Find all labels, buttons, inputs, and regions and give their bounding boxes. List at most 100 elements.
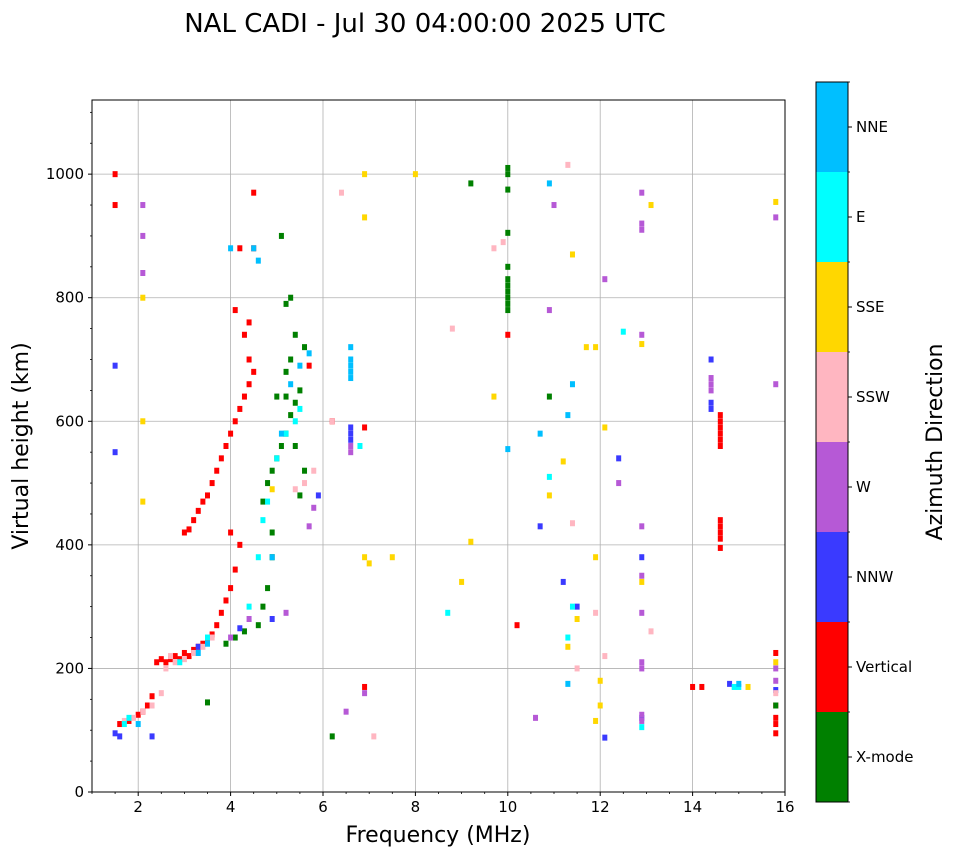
data-point-vertical xyxy=(144,702,150,709)
data-point-nne xyxy=(348,356,354,363)
data-point-nnw xyxy=(574,603,580,610)
x-tick-label: 6 xyxy=(318,798,328,816)
data-point-ssw xyxy=(602,653,608,660)
colorbar-swatch xyxy=(816,712,848,802)
colorbar-swatch xyxy=(816,262,848,352)
data-point-x-mode xyxy=(288,356,294,363)
colorbar-tick-label: E xyxy=(856,208,865,226)
data-point-vertical xyxy=(158,656,164,663)
data-point-w xyxy=(616,480,622,487)
data-point-w xyxy=(228,634,234,641)
data-point-ssw xyxy=(163,665,169,672)
data-point-x-mode xyxy=(288,294,294,301)
data-point-e xyxy=(265,498,271,505)
data-point-x-mode xyxy=(546,393,552,400)
data-point-vertical xyxy=(181,529,187,536)
data-point-vertical xyxy=(251,368,257,375)
colorbar-tick-label: NNW xyxy=(856,568,893,586)
data-point-vertical xyxy=(177,656,183,663)
y-tick-label: 200 xyxy=(55,659,84,677)
data-point-sse xyxy=(593,344,599,351)
data-point-ssw xyxy=(311,467,317,474)
data-point-w xyxy=(639,523,645,530)
data-point-sse xyxy=(639,341,645,348)
data-point-vertical xyxy=(717,544,723,551)
data-point-vertical xyxy=(181,649,187,656)
data-point-vertical xyxy=(218,609,224,616)
data-point-vertical xyxy=(241,393,247,400)
colorbar-tick-label: SSE xyxy=(856,298,885,316)
colorbar-tick-label: SSW xyxy=(856,388,890,406)
grid-lines xyxy=(92,100,786,793)
data-point-e xyxy=(260,517,266,524)
data-point-w xyxy=(533,714,539,721)
data-point-w xyxy=(639,665,645,672)
data-point-vertical xyxy=(228,529,234,536)
data-point-x-mode xyxy=(255,622,261,629)
data-point-vertical xyxy=(717,418,723,425)
data-point-w xyxy=(639,226,645,233)
data-point-nne xyxy=(205,640,210,647)
data-point-vertical xyxy=(246,319,252,326)
data-point-w xyxy=(283,609,289,616)
data-point-w xyxy=(140,232,146,239)
data-point-ssw xyxy=(574,665,580,672)
data-point-nne xyxy=(306,350,312,357)
data-point-x-mode xyxy=(288,412,294,419)
data-point-vertical xyxy=(223,597,229,604)
data-point-sse xyxy=(593,554,599,561)
data-point-vertical xyxy=(306,362,312,369)
data-point-vertical xyxy=(237,405,243,412)
data-point-nnw xyxy=(602,734,608,741)
data-point-sse xyxy=(459,578,465,585)
data-point-e xyxy=(255,554,261,561)
data-point-vertical xyxy=(228,585,234,592)
data-point-x-mode xyxy=(292,331,298,338)
data-point-x-mode xyxy=(292,443,298,449)
data-points xyxy=(112,161,779,741)
data-point-x-mode xyxy=(283,300,289,307)
y-tick-label: 600 xyxy=(55,412,84,430)
data-point-e xyxy=(357,443,363,449)
data-point-ssw xyxy=(338,189,344,196)
data-point-nnw xyxy=(237,625,243,632)
colorbar-tick-label: NNE xyxy=(856,118,888,136)
data-point-vertical xyxy=(717,436,723,443)
data-point-vertical xyxy=(214,622,220,629)
data-point-vertical xyxy=(186,526,192,533)
data-point-nne xyxy=(135,721,141,728)
data-point-nnw xyxy=(773,687,779,694)
data-point-sse xyxy=(546,492,552,499)
data-point-sse xyxy=(602,424,608,431)
x-tick-label: 12 xyxy=(591,798,610,816)
data-point-vertical xyxy=(154,659,160,666)
data-point-e xyxy=(639,724,645,731)
data-point-e xyxy=(736,683,742,690)
data-point-x-mode xyxy=(278,443,284,449)
data-point-e xyxy=(565,634,571,641)
data-point-ssw xyxy=(491,245,497,252)
data-point-sse xyxy=(491,393,497,400)
data-point-x-mode xyxy=(260,603,266,610)
data-point-ssw xyxy=(292,486,298,493)
data-point-sse xyxy=(773,198,779,205)
data-point-w xyxy=(639,609,645,616)
data-point-vertical xyxy=(246,381,252,388)
data-point-vertical xyxy=(773,649,779,656)
data-point-ssw xyxy=(191,649,197,656)
y-tick-label: 400 xyxy=(55,536,84,554)
data-point-x-mode xyxy=(241,628,247,635)
x-tick-label: 10 xyxy=(498,798,517,816)
data-point-x-mode xyxy=(505,282,511,289)
data-point-vertical xyxy=(112,202,118,209)
x-tick-label: 14 xyxy=(683,798,702,816)
data-point-vertical xyxy=(200,640,206,647)
data-point-ssw xyxy=(593,609,599,616)
data-point-w xyxy=(362,690,368,697)
data-point-w xyxy=(306,523,312,530)
data-point-w xyxy=(639,717,645,724)
data-point-vertical xyxy=(205,492,210,499)
data-point-w xyxy=(546,307,552,314)
data-point-vertical xyxy=(251,189,257,196)
x-tick-label: 2 xyxy=(133,798,143,816)
